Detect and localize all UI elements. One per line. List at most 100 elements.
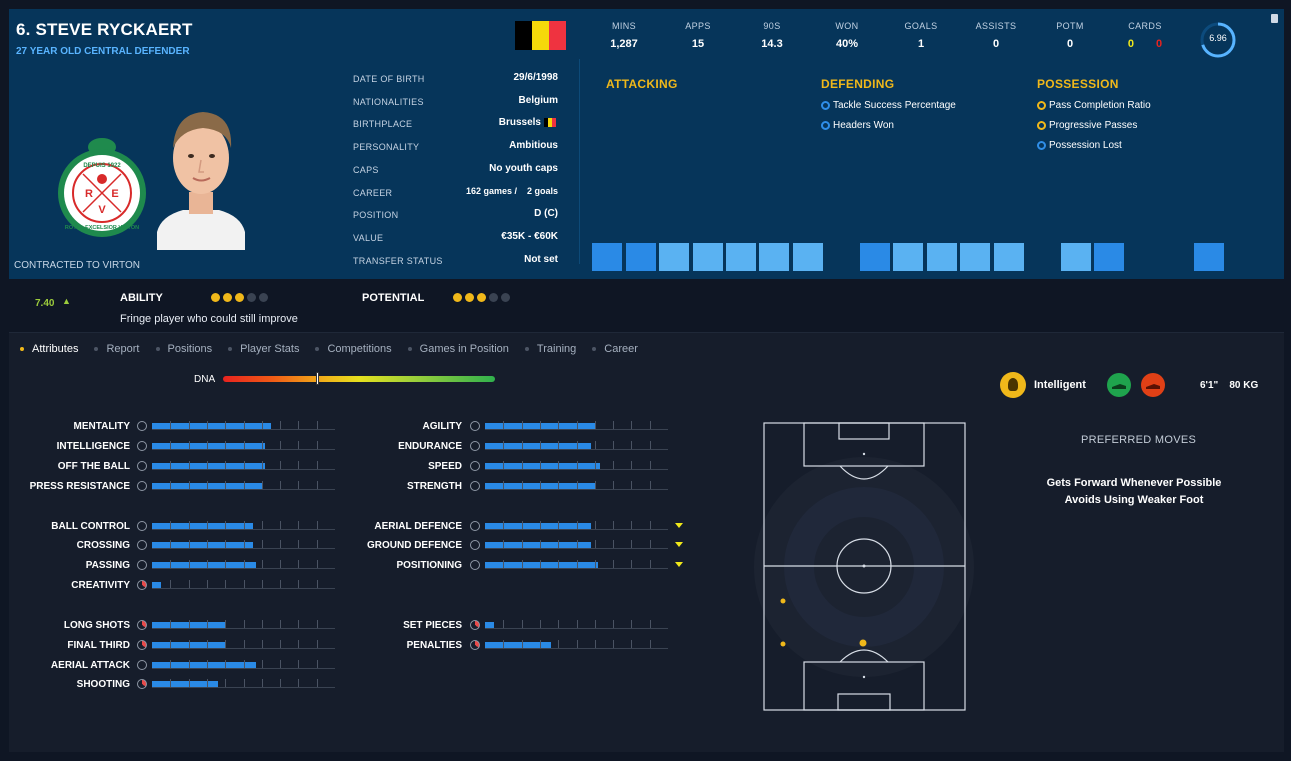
attribute-penalties[interactable]: PENALTIES <box>262 639 462 653</box>
intelligent-trait-icon[interactable] <box>1000 372 1026 398</box>
bar-tick <box>206 421 208 429</box>
stat-won: WON 40% <box>817 21 877 50</box>
metric-bar[interactable] <box>592 243 622 271</box>
club-crest[interactable]: DEPUIS 1922 ROYAL EXCELSIOR VIRTON R E V <box>57 127 147 239</box>
metric-bar[interactable] <box>1194 243 1224 271</box>
attribute-press-resistance[interactable]: PRESS RESISTANCE <box>0 480 130 494</box>
attribute-set-pieces[interactable]: SET PIECES <box>262 619 462 633</box>
tab-positions[interactable]: Positions <box>155 343 212 355</box>
tab-report[interactable]: Report <box>94 343 140 355</box>
attribute-creativity[interactable]: CREATIVITY <box>0 579 130 593</box>
tab-training[interactable]: Training <box>524 343 576 355</box>
metric-bar[interactable] <box>994 243 1024 271</box>
metric-label: Possession Lost <box>1049 140 1122 151</box>
bar-tick <box>613 540 615 548</box>
attribute-mentality[interactable]: MENTALITY <box>0 420 130 434</box>
right-foot-boot-icon[interactable] <box>1141 373 1165 397</box>
attribute-endurance[interactable]: ENDURANCE <box>262 440 462 454</box>
bar-tick <box>206 580 208 588</box>
bar-tick <box>576 481 578 489</box>
metric-bar[interactable] <box>893 243 923 271</box>
metric-bar[interactable] <box>726 243 756 271</box>
attribute-aerial-defence[interactable]: AERIAL DEFENCE <box>262 520 462 534</box>
dna-label: DNA <box>194 374 216 385</box>
metric-bar[interactable] <box>659 243 689 271</box>
bar-tick <box>243 421 245 429</box>
tab-competitions[interactable]: Competitions <box>315 343 392 355</box>
attribute-ground-defence[interactable]: GROUND DEFENCE <box>262 539 462 553</box>
clipboard-icon[interactable] <box>1271 14 1278 23</box>
metric-bar[interactable] <box>927 243 957 271</box>
info-label: POSITION <box>353 210 399 221</box>
metric-bar[interactable] <box>693 243 723 271</box>
attribute-off-the-ball[interactable]: OFF THE BALL <box>0 460 130 474</box>
bar-tick <box>188 540 190 548</box>
attribute-crossing[interactable]: CROSSING <box>0 539 130 553</box>
star-filled-icon <box>235 293 244 302</box>
attribute-agility[interactable]: AGILITY <box>262 420 462 434</box>
radio-icon[interactable] <box>1037 101 1046 110</box>
metric-bar[interactable] <box>793 243 823 271</box>
tab-games-in-position[interactable]: Games in Position <box>407 343 509 355</box>
attribute-positioning[interactable]: POSITIONING <box>262 559 462 573</box>
bar-tick <box>558 441 560 449</box>
bar-tick <box>298 580 300 588</box>
radio-icon[interactable] <box>1037 121 1046 130</box>
attribute-final-third[interactable]: FINAL THIRD <box>0 639 130 653</box>
metric-bar[interactable] <box>860 243 890 271</box>
metric-defending[interactable]: Tackle Success Percentage <box>821 100 956 111</box>
nation-flag[interactable] <box>515 21 566 50</box>
bar-tick <box>539 421 541 429</box>
attribute-passing[interactable]: PASSING <box>0 559 130 573</box>
bar-tick <box>298 421 300 429</box>
dna-marker <box>316 372 320 385</box>
attribute-shooting[interactable]: SHOOTING <box>0 678 130 692</box>
metric-bar[interactable] <box>1094 243 1124 271</box>
tab-career[interactable]: Career <box>592 343 638 355</box>
bar-tick <box>261 521 263 529</box>
metric-defending[interactable]: Headers Won <box>821 120 894 131</box>
tab-player-stats[interactable]: Player Stats <box>228 343 299 355</box>
attribute-speed[interactable]: SPEED <box>262 460 462 474</box>
metric-possession[interactable]: Progressive Passes <box>1037 120 1137 131</box>
info-value[interactable]: Belgium <box>518 94 558 106</box>
attribute-name: BALL CONTROL <box>51 521 130 532</box>
attribute-aerial-attack[interactable]: AERIAL ATTACK <box>0 659 130 673</box>
radio-icon[interactable] <box>1037 141 1046 150</box>
metric-bar[interactable] <box>960 243 990 271</box>
info-value[interactable]: Brussels <box>498 117 541 129</box>
attribute-gauge-icon <box>470 620 480 630</box>
stat-label: 90S <box>763 21 781 31</box>
player-subtitle[interactable]: 27 YEAR OLD CENTRAL DEFENDER <box>16 46 190 57</box>
contract-status[interactable]: CONTRACTED TO VIRTON <box>14 260 140 271</box>
bar-tick <box>188 421 190 429</box>
bar-tick <box>539 640 541 648</box>
radio-icon[interactable] <box>821 101 830 110</box>
attribute-gauge-icon <box>137 521 147 531</box>
attribute-bar <box>485 521 668 530</box>
attribute-bar-fill <box>485 542 592 548</box>
bar-tick <box>225 620 227 628</box>
radio-icon[interactable] <box>821 121 830 130</box>
info-value: Ambitious <box>509 140 558 152</box>
bar-tick <box>298 660 300 668</box>
attribute-bar <box>152 461 335 470</box>
tab-attributes[interactable]: Attributes <box>20 343 78 355</box>
attribute-long-shots[interactable]: LONG SHOTS <box>0 619 130 633</box>
metric-possession[interactable]: Possession Lost <box>1037 140 1122 151</box>
metric-bar[interactable] <box>1061 243 1091 271</box>
bar-tick <box>539 461 541 469</box>
attribute-ball-control[interactable]: BALL CONTROL <box>0 520 130 534</box>
attribute-strength[interactable]: STRENGTH <box>262 480 462 494</box>
bar-tick <box>206 521 208 529</box>
bar-tick <box>631 421 633 429</box>
attribute-intelligence[interactable]: INTELLIGENCE <box>0 440 130 454</box>
attribute-gauge-icon <box>470 521 480 531</box>
metric-bar[interactable] <box>759 243 789 271</box>
metric-possession[interactable]: Pass Completion Ratio <box>1037 100 1151 111</box>
metric-bar[interactable] <box>626 243 656 271</box>
left-foot-boot-icon[interactable] <box>1107 373 1131 397</box>
attribute-gauge-icon <box>137 580 147 590</box>
bar-tick <box>576 640 578 648</box>
bar-tick <box>225 640 227 648</box>
